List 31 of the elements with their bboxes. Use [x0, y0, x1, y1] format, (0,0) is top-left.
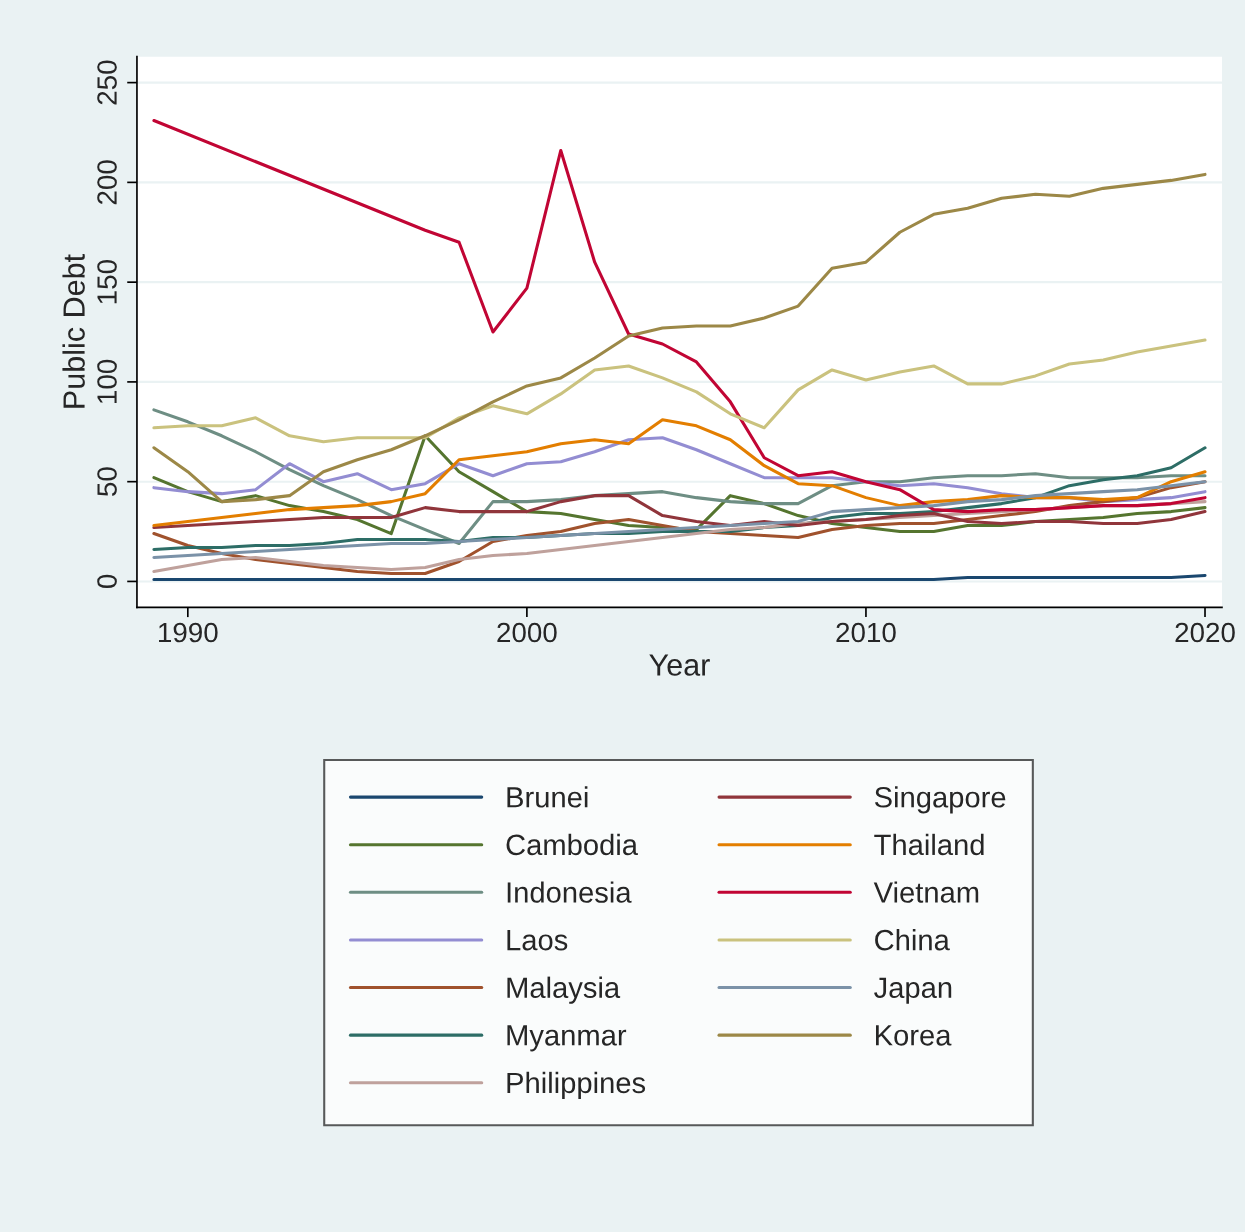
legend-label: China [875, 929, 950, 951]
legend-label: Thailand [874, 833, 984, 856]
legend-label: Japan [874, 977, 952, 1004]
x-tick-label: 1990 [159, 622, 218, 643]
y-tick-label: 100 [97, 359, 117, 403]
legend-label: Indonesia [507, 881, 632, 903]
legend-label: Philippines [507, 1071, 646, 1100]
x-tick-label: 2000 [497, 622, 557, 643]
y-axis-title: Public Debt [62, 254, 85, 408]
legend-label: Cambodia [506, 833, 638, 856]
y-tick-label: 200 [97, 160, 117, 205]
legend-label: Laos [507, 930, 568, 951]
legend-label: Vietnam [873, 881, 979, 903]
legend-label: Myanmar [507, 1025, 627, 1052]
y-tick-label: 150 [97, 260, 117, 304]
y-tick-label: 250 [97, 60, 117, 105]
x-axis-title: Year [649, 654, 710, 676]
legend-label: Brunei [507, 786, 588, 808]
legend-label: Malaysia [507, 976, 621, 1004]
x-tick-label: 2010 [836, 622, 896, 643]
line-series [152, 418, 1207, 528]
legend-label: Korea [876, 1025, 952, 1046]
y-tick-label: 0 [97, 574, 117, 589]
y-tick-label: 50 [97, 467, 117, 497]
line-series [152, 172, 1207, 504]
legend-label: Singapore [874, 786, 1006, 814]
line-series [152, 480, 1207, 560]
line-series [152, 118, 1207, 514]
line-series [152, 494, 1207, 530]
line-series [152, 338, 1207, 444]
x-tick-label: 2020 [1175, 622, 1235, 643]
